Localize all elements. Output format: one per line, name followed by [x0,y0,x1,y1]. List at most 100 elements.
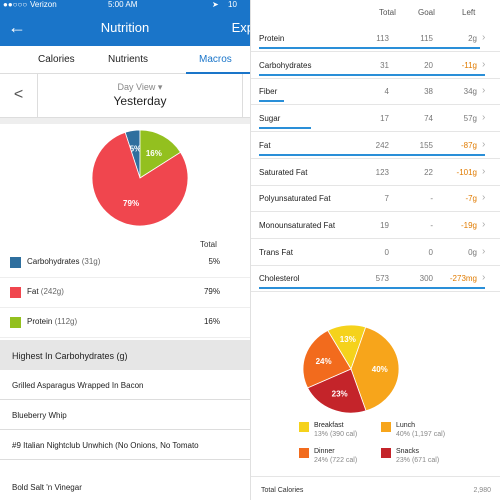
export-button[interactable]: Exp [231,20,250,35]
snacks-swatch [381,448,391,458]
page-title: Nutrition [100,20,150,35]
nutrient-progress-bar [259,47,481,49]
total-column-header: Total [379,8,396,17]
nutrient-goal: 0 [428,247,433,257]
chevron-right-icon: › [482,165,486,177]
legend-row-fat: Fat (242g) 79% [0,278,250,308]
legend-name: Fat [27,287,39,296]
legend-percent: 16% [203,317,220,326]
nutrient-goal: 20 [424,60,433,70]
food-item[interactable]: Grilled Asparagus Wrapped In Bacon [0,370,250,400]
nutrient-row[interactable]: Fiber 4 38 34g › [251,79,500,106]
food-item[interactable]: Blueberry Whip [0,400,250,430]
nutrient-left: -11g [461,60,477,70]
nutrient-label: Saturated Fat [259,167,308,177]
nutrient-row[interactable]: Carbohydrates 31 20 -11g › [251,53,500,79]
day-selector: < Day View ▾ Yesterday [0,74,250,118]
pie-slice-snacks-meal [307,368,367,414]
legend-row-carbohydrates: Carbohydrates (31g) 5% [0,248,250,278]
nutrient-total: 17 [380,114,389,124]
chevron-right-icon: › [482,245,486,257]
nutrient-label: Sugar [259,114,281,124]
meal-name: Snacks [396,448,419,455]
legend-percent: 79% [203,287,220,296]
highest-carbs-header: Highest In Carbohydrates (g) [0,340,250,370]
signal-icon: ●●○○○ [3,0,28,9]
battery-label: 10 [228,0,237,9]
pie-label-carbohydrates: 5% [130,145,142,154]
chevron-right-icon: › [482,112,486,124]
nutrient-progress-bar [259,153,485,156]
legend-name: Protein [27,317,53,326]
nutrient-progress-bar [259,287,485,290]
pie-label-lunch-meal: 40% [372,365,388,374]
meal-name: Lunch [396,422,416,429]
day-view-dropdown[interactable]: Day View ▾ [117,82,163,92]
meal-detail: 24% (722 cal) [314,457,358,464]
legend-grams: (112g) [54,317,78,326]
nutrient-goal: - [430,194,433,204]
nutrient-row[interactable]: Fat 242 155 -87g › [251,133,500,159]
nutrient-label: Trans Fat [259,247,293,257]
pie-slice-fat [91,131,189,227]
legend-grams: (242g) [40,287,64,296]
nutrient-label: Protein [259,34,285,43]
nutrient-goal: - [430,220,433,230]
nutrient-total: 242 [375,140,389,150]
meals-pie-chart: 13% 40% 23% 24% [302,324,400,414]
protein-swatch [10,317,21,328]
meal-name: Breakfast [314,422,344,429]
nutrients-screen: Total Goal Left Protein 113 115 2g › Carbohyd… [250,0,500,500]
nutrient-row[interactable]: Saturated Fat 123 22 -101g › [251,160,500,186]
active-tab-indicator [186,72,250,74]
nutrient-progress-bar [259,127,311,130]
pie-label-fat: 79% [123,199,139,208]
left-column-header: Left [462,8,476,17]
meal-name: Dinner [314,448,335,455]
tab-bar: Calories Nutrients Macros [0,46,250,74]
back-arrow-icon[interactable]: ← [8,17,26,37]
nutrient-goal: 38 [424,87,433,97]
legend-grams: (31g) [81,257,101,266]
nutrient-left: -19g [460,220,477,230]
nutrient-goal: 115 [420,34,433,43]
nutrient-goal: 22 [424,167,433,177]
pie-label-snacks-meal: 23% [332,389,348,398]
breakfast-swatch [299,422,309,432]
chevron-right-icon: › [482,85,486,97]
fat-swatch [10,287,21,298]
nutrient-label: Polyunsaturated Fat [259,194,331,204]
nutrient-left: -101g [456,167,477,177]
nutrient-row[interactable]: Protein 113 115 2g › [251,26,500,52]
legend-percent: 5% [208,257,220,266]
nutrient-left: 34g [463,87,477,97]
nutrient-row[interactable]: Polyunsaturated Fat 7 - -7g › [251,186,500,213]
total-calories-label: Total Calories [261,487,304,494]
meal-detail: 40% (1,197 cal) [396,431,446,438]
pie-slice-dinner-meal [302,329,352,389]
nutrient-total: 7 [384,194,389,204]
carbohydrates-swatch [10,257,21,268]
nutrient-total: 573 [375,274,389,284]
status-time: 5:00 AM [108,0,138,9]
pie-slice-lunch-meal [350,326,400,412]
nutrient-row[interactable]: Sugar 17 74 57g › [251,106,500,133]
nutrient-row[interactable]: Cholesterol 573 300 -273mg › [251,266,500,293]
previous-day-button[interactable]: < [0,74,38,118]
tab-calories[interactable]: Calories [38,54,75,65]
next-day-button[interactable] [242,74,250,118]
nutrient-total: 31 [380,60,389,70]
nutrient-total: 113 [376,34,389,43]
pie-slice-protein [139,129,182,179]
food-item[interactable]: #9 Italian Nightclub Unwhich (No Onions,… [0,430,250,460]
legend-name: Carbohydrates [27,257,80,266]
nutrient-goal: 300 [419,274,433,284]
nutrient-total: 123 [375,167,389,177]
food-item[interactable]: Bold Salt 'n Vinegar [0,472,250,500]
chevron-right-icon: › [482,58,486,70]
nutrient-row[interactable]: Monounsaturated Fat 19 - -19g › [251,213,500,239]
nutrient-label: Cholesterol [259,274,300,284]
tab-macros[interactable]: Macros [199,54,232,65]
tab-nutrients[interactable]: Nutrients [108,54,149,65]
nutrient-row[interactable]: Trans Fat 0 0 0g › [251,240,500,266]
